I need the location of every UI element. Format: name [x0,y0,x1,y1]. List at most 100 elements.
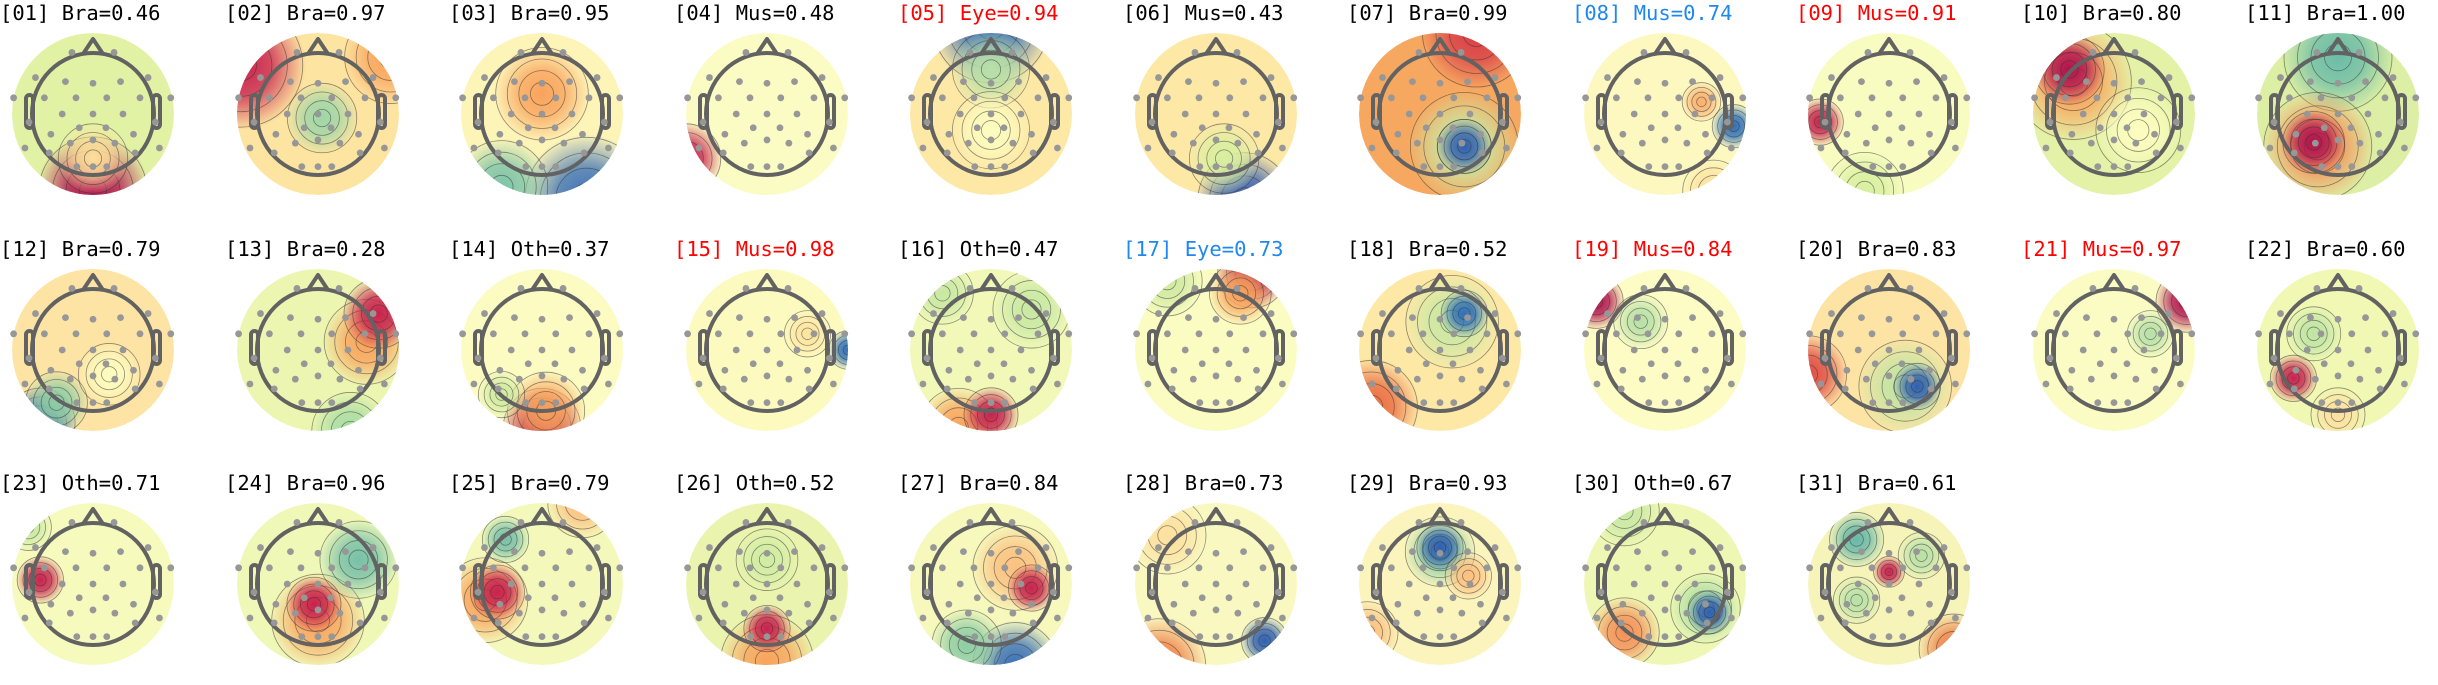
electrode-dot [1226,94,1234,102]
electrode-dot [1181,110,1189,118]
electrode-dot [1689,78,1696,85]
electrode-dot [1915,110,1923,118]
electrode-dot [1821,118,1829,126]
electrode-dot [2096,360,2104,368]
electrode-dot [287,548,294,555]
electrode-dot [250,354,258,362]
electrode-dot [342,548,349,555]
electrode-dot [818,74,826,81]
electrode-dot [1828,74,1835,81]
electrode-dot [1932,564,1940,572]
electrode-dot [1952,380,1959,388]
electrode-dot [328,564,336,572]
electrode-dot [89,580,97,588]
electrode-dot [327,124,335,132]
electrode-dot [2381,330,2389,338]
electrode-dot [355,600,362,608]
electrode-dot [1449,594,1457,602]
electrode-dot [1436,580,1444,588]
electrode-dot [1907,139,1915,147]
electrode-dot [1498,354,1506,362]
electrode-dot [1196,163,1204,171]
topomap-cell-22: [22] Bra=0.60 [2245,236,2438,451]
electrode-dot [459,564,467,572]
electrode-dot [825,118,833,126]
electrode-dot [1674,594,1682,602]
electrode-dot [939,330,946,338]
activation-blob [56,122,130,195]
electrode-dot [830,144,837,152]
topomap-cell-04: [04] Mus=0.48 [674,0,899,215]
component-label: [31] Bra=0.61 [1796,471,1957,495]
electrode-dot [818,544,826,551]
electrode-dot [1708,94,1716,102]
electrode-dot [736,78,743,85]
electrode-dot [538,580,546,588]
electrode-dot [167,330,175,338]
component-label: [02] Bra=0.97 [225,1,386,25]
electrode-dot [736,548,743,555]
electrode-dot [1436,79,1444,87]
electrode-dot [117,78,124,85]
electrode-dot [1915,346,1923,354]
electrode-dot [381,380,388,388]
electrode-dot [2376,149,2384,157]
topomap-cell-25: [25] Bra=0.79 [449,470,674,685]
electrode-dot [1661,163,1669,171]
head-outline-icon [1820,507,1958,647]
head-outline-icon [249,37,387,177]
electrode-dot [2389,310,2397,317]
electrode-dot [89,136,97,144]
electrode-dot [1279,380,1286,388]
electrode-dot [763,110,771,118]
electrode-dot [283,580,291,588]
head-outline-icon [1147,273,1285,413]
electrode-dot [945,366,953,374]
electrode-dot [2356,139,2364,147]
electrode-dot [684,330,692,338]
electrode-dot [2110,315,2118,323]
electrode-dot [41,564,48,572]
electrode-dot [538,606,546,614]
electrode-dot [1029,619,1037,627]
electrode-dot [1242,580,1250,588]
electrode-dot [763,399,771,407]
head-outline-icon [922,507,1060,647]
electrode-dot [1242,110,1250,118]
electrode-dot [987,163,995,171]
electrode-dot [2138,314,2145,321]
electrode-dot [1065,564,1073,572]
electrode-dot [1253,130,1260,138]
electrode-dot [785,609,793,617]
electrode-dot [73,399,81,407]
electrode-dot [2131,285,2139,292]
electrode-dot [964,375,972,383]
electrode-dot [2157,94,2165,102]
electrode-dot [763,633,771,641]
electrode-dot [1661,549,1669,557]
electrode-dot [2364,110,2372,118]
topomap [231,262,411,437]
electrode-dot [1638,609,1646,617]
electrode-dot [1357,94,1365,102]
electrode-dot [1630,346,1638,354]
electrode-dot [103,330,111,338]
electrode-dot [551,360,559,368]
electrode-dot [732,580,740,588]
electrode-dot [517,519,525,526]
electrode-dot [522,399,530,407]
electrode-dot [825,354,833,362]
electrode-dot [1054,144,1061,152]
electrode-dot [1854,110,1862,118]
electrode-dot [167,564,175,572]
electrode-dot [1450,564,1458,572]
electrode-dot [1226,330,1234,338]
electrode-dot [369,544,377,551]
electrode-dot [987,110,995,118]
electrode-dot [517,285,525,292]
electrode-dot [246,614,254,622]
electrode-dot [1862,375,1870,383]
electrode-dot [1708,330,1716,338]
electrode-dot [1436,315,1444,323]
electrode-dot [266,330,273,338]
